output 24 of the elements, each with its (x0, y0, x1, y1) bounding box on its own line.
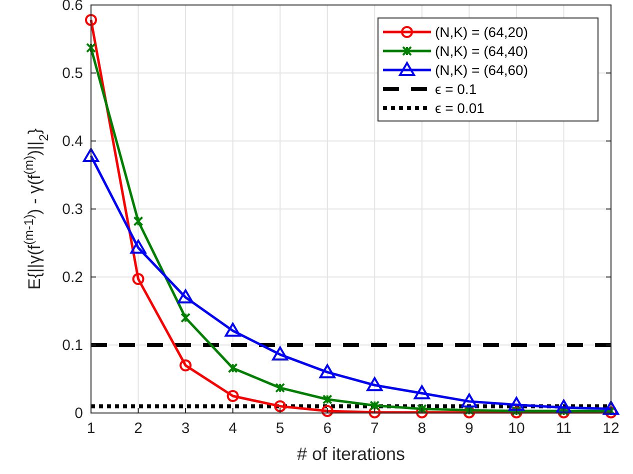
x-axis-title: # of iterations (296, 444, 406, 464)
legend-label: ϵ = 0.01 (435, 100, 485, 116)
legend-label: (N,K) = (64,60) (435, 62, 528, 78)
x-tick-label: 4 (228, 420, 237, 437)
legend-label: ϵ = 0.1 (435, 81, 477, 97)
x-tick-label: 8 (418, 420, 426, 437)
y-tick-label: 0.2 (62, 269, 83, 286)
x-tick-label: 10 (508, 420, 525, 437)
x-tick-label: 9 (465, 420, 474, 437)
y-tick-label: 0.3 (62, 201, 83, 218)
x-tick-label: 1 (86, 420, 96, 437)
x-tick-label: 3 (181, 420, 190, 437)
x-tick-label: 7 (370, 420, 379, 437)
y-tick-label: 0.1 (62, 337, 83, 354)
y-tick-label: 0.4 (62, 133, 83, 150)
x-tick-label: 5 (276, 420, 284, 437)
x-tick-label: 11 (556, 420, 572, 437)
x-tick-label: 12 (602, 420, 620, 437)
y-tick-label: 0.5 (62, 65, 83, 82)
y-tick-label: 0 (74, 405, 83, 422)
x-tick-label: 2 (134, 420, 142, 437)
legend-label: (N,K) = (64,40) (435, 43, 528, 59)
x-tick-label: 6 (323, 420, 332, 437)
legend-label: (N,K) = (64,20) (435, 24, 528, 40)
